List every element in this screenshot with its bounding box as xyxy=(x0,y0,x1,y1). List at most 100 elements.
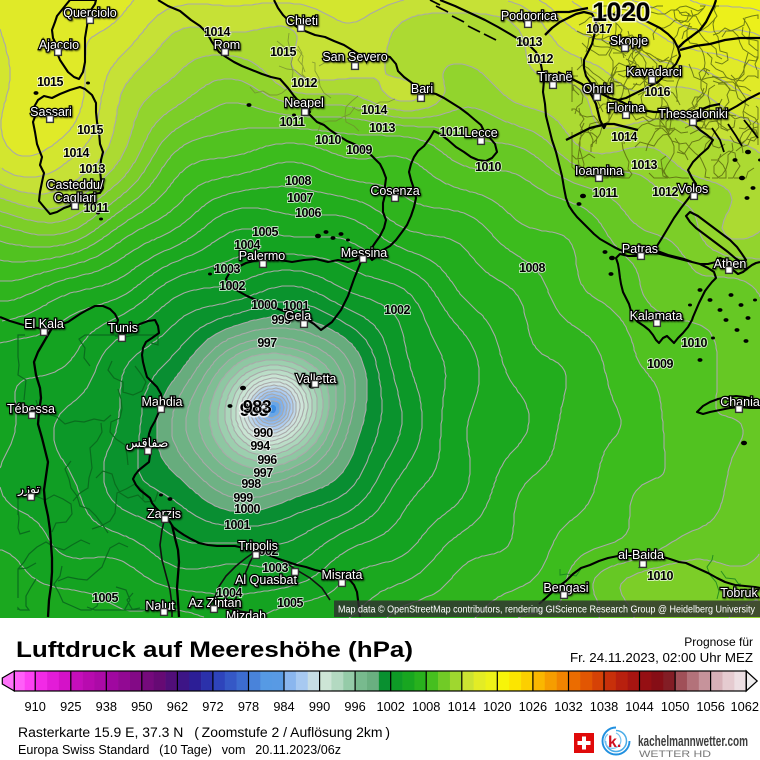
svg-text:Neapel: Neapel xyxy=(284,96,324,110)
svg-text:Tunis: Tunis xyxy=(108,321,138,335)
svg-text:1013: 1013 xyxy=(79,162,105,176)
svg-text:1032: 1032 xyxy=(554,699,582,714)
svg-text:Luftdruck auf Meereshöhe (hPa): Luftdruck auf Meereshöhe (hPa) xyxy=(16,637,413,662)
svg-text:Patras: Patras xyxy=(622,242,658,256)
svg-text:996: 996 xyxy=(257,453,277,467)
svg-text:Bengasi: Bengasi xyxy=(543,581,588,595)
svg-text:1005: 1005 xyxy=(277,596,303,610)
svg-text:El Kala: El Kala xyxy=(24,317,64,331)
svg-text:Ioannina: Ioannina xyxy=(575,164,623,178)
svg-text:Cagliari: Cagliari xyxy=(54,191,96,205)
svg-text:1026: 1026 xyxy=(519,699,547,714)
svg-text:1011: 1011 xyxy=(279,115,305,129)
svg-text:1014: 1014 xyxy=(448,699,476,714)
svg-text:983: 983 xyxy=(243,397,272,417)
svg-text:Casteddu/: Casteddu/ xyxy=(47,178,105,192)
svg-text:1008: 1008 xyxy=(285,174,311,188)
svg-text:1050: 1050 xyxy=(661,699,689,714)
svg-text:1014: 1014 xyxy=(611,130,637,144)
svg-text:1056: 1056 xyxy=(696,699,724,714)
svg-text:Misrata: Misrata xyxy=(322,568,363,582)
svg-text:kachelmannwetter.com: kachelmannwetter.com xyxy=(638,733,748,750)
svg-text:1005: 1005 xyxy=(252,225,278,239)
svg-text:978: 978 xyxy=(238,699,259,714)
svg-text:WETTER HD: WETTER HD xyxy=(639,749,711,760)
svg-text:1020: 1020 xyxy=(592,0,650,27)
svg-text:Fr. 24.11.2023, 02:00 Uhr MEZ: Fr. 24.11.2023, 02:00 Uhr MEZ xyxy=(570,651,753,665)
svg-text:999: 999 xyxy=(233,491,253,505)
svg-text:1008: 1008 xyxy=(519,261,545,275)
svg-text:1012: 1012 xyxy=(652,185,678,199)
svg-text:Tobruk: Tobruk xyxy=(720,586,758,600)
svg-text:Podgorica: Podgorica xyxy=(501,9,557,23)
svg-text:1004: 1004 xyxy=(234,238,260,252)
svg-text:1014: 1014 xyxy=(63,146,89,160)
svg-text:Al Quasbat: Al Quasbat xyxy=(235,573,297,587)
svg-text:Zarzis: Zarzis xyxy=(147,507,181,521)
svg-text:1015: 1015 xyxy=(270,45,296,59)
svg-text:Volos: Volos xyxy=(678,182,709,196)
svg-text:1005: 1005 xyxy=(92,591,118,605)
svg-text:Rasterkarte 15.9 E, 37.3 N (: Rasterkarte 15.9 E, 37.3 N ( Zoomstufe 2… xyxy=(18,725,390,740)
svg-text:Kavadarci: Kavadarci xyxy=(626,65,682,79)
svg-text:997: 997 xyxy=(257,336,277,350)
svg-text:Tripolis: Tripolis xyxy=(238,539,278,553)
svg-text:Mizdah: Mizdah xyxy=(226,609,266,618)
svg-text:1014: 1014 xyxy=(204,25,230,39)
svg-text:Florina: Florina xyxy=(607,101,645,115)
svg-text:Palermo: Palermo xyxy=(239,249,286,263)
svg-text:1011: 1011 xyxy=(83,201,109,215)
svg-text:Chieti: Chieti xyxy=(286,14,318,28)
svg-text:Prognose für: Prognose für xyxy=(684,635,753,649)
svg-text:996: 996 xyxy=(344,699,365,714)
svg-text:950: 950 xyxy=(131,699,152,714)
svg-text:984: 984 xyxy=(273,699,294,714)
svg-text:990: 990 xyxy=(309,699,330,714)
svg-text:Athen: Athen xyxy=(714,257,747,271)
svg-text:al-Baida: al-Baida xyxy=(618,548,664,562)
svg-text:1002: 1002 xyxy=(219,279,245,293)
svg-text:1008: 1008 xyxy=(412,699,440,714)
svg-text:Messina: Messina xyxy=(341,246,388,260)
svg-text:Tébessa: Tébessa xyxy=(7,402,55,416)
svg-text:972: 972 xyxy=(202,699,223,714)
svg-text:Az Zintan: Az Zintan xyxy=(189,596,242,610)
svg-text:910: 910 xyxy=(25,699,46,714)
svg-text:San Severo: San Severo xyxy=(322,50,387,64)
svg-text:1013: 1013 xyxy=(516,35,542,49)
svg-text:1015: 1015 xyxy=(77,123,103,137)
svg-text:Querciolo: Querciolo xyxy=(63,6,117,20)
svg-text:997: 997 xyxy=(253,466,273,480)
svg-text:1012: 1012 xyxy=(527,52,553,66)
svg-text:983: 983 xyxy=(240,400,269,420)
svg-text:1010: 1010 xyxy=(475,160,501,174)
svg-text:1011: 1011 xyxy=(439,125,465,139)
svg-text:1010: 1010 xyxy=(647,569,673,583)
svg-text:1006: 1006 xyxy=(295,206,321,220)
svg-text:1044: 1044 xyxy=(625,699,653,714)
svg-text:990: 990 xyxy=(253,426,273,440)
svg-text:1016: 1016 xyxy=(644,85,670,99)
svg-text:1014: 1014 xyxy=(361,103,387,117)
svg-text:Valletta: Valletta xyxy=(296,372,337,386)
svg-text:Rom: Rom xyxy=(214,38,240,52)
svg-text:Map data © OpenStreetMap contr: Map data © OpenStreetMap contributors, r… xyxy=(338,605,755,616)
svg-text:Cosenza: Cosenza xyxy=(370,184,419,198)
svg-text:1010: 1010 xyxy=(681,336,707,350)
svg-text:1007: 1007 xyxy=(287,191,313,205)
svg-text:1004: 1004 xyxy=(216,586,242,600)
svg-text:1001: 1001 xyxy=(224,518,250,532)
svg-text:1009: 1009 xyxy=(346,143,372,157)
svg-text:1002: 1002 xyxy=(376,699,404,714)
svg-text:999: 999 xyxy=(271,313,291,327)
svg-text:1003: 1003 xyxy=(262,561,288,575)
svg-text:994: 994 xyxy=(250,439,270,453)
svg-text:1001: 1001 xyxy=(283,299,309,313)
svg-text:1002: 1002 xyxy=(384,303,410,317)
svg-text:Lecce: Lecce xyxy=(464,126,497,140)
svg-text:1000: 1000 xyxy=(234,502,260,516)
svg-text:925: 925 xyxy=(60,699,81,714)
svg-text:Mahdia: Mahdia xyxy=(142,395,183,409)
svg-text:1015: 1015 xyxy=(37,75,63,89)
svg-text:938: 938 xyxy=(96,699,117,714)
